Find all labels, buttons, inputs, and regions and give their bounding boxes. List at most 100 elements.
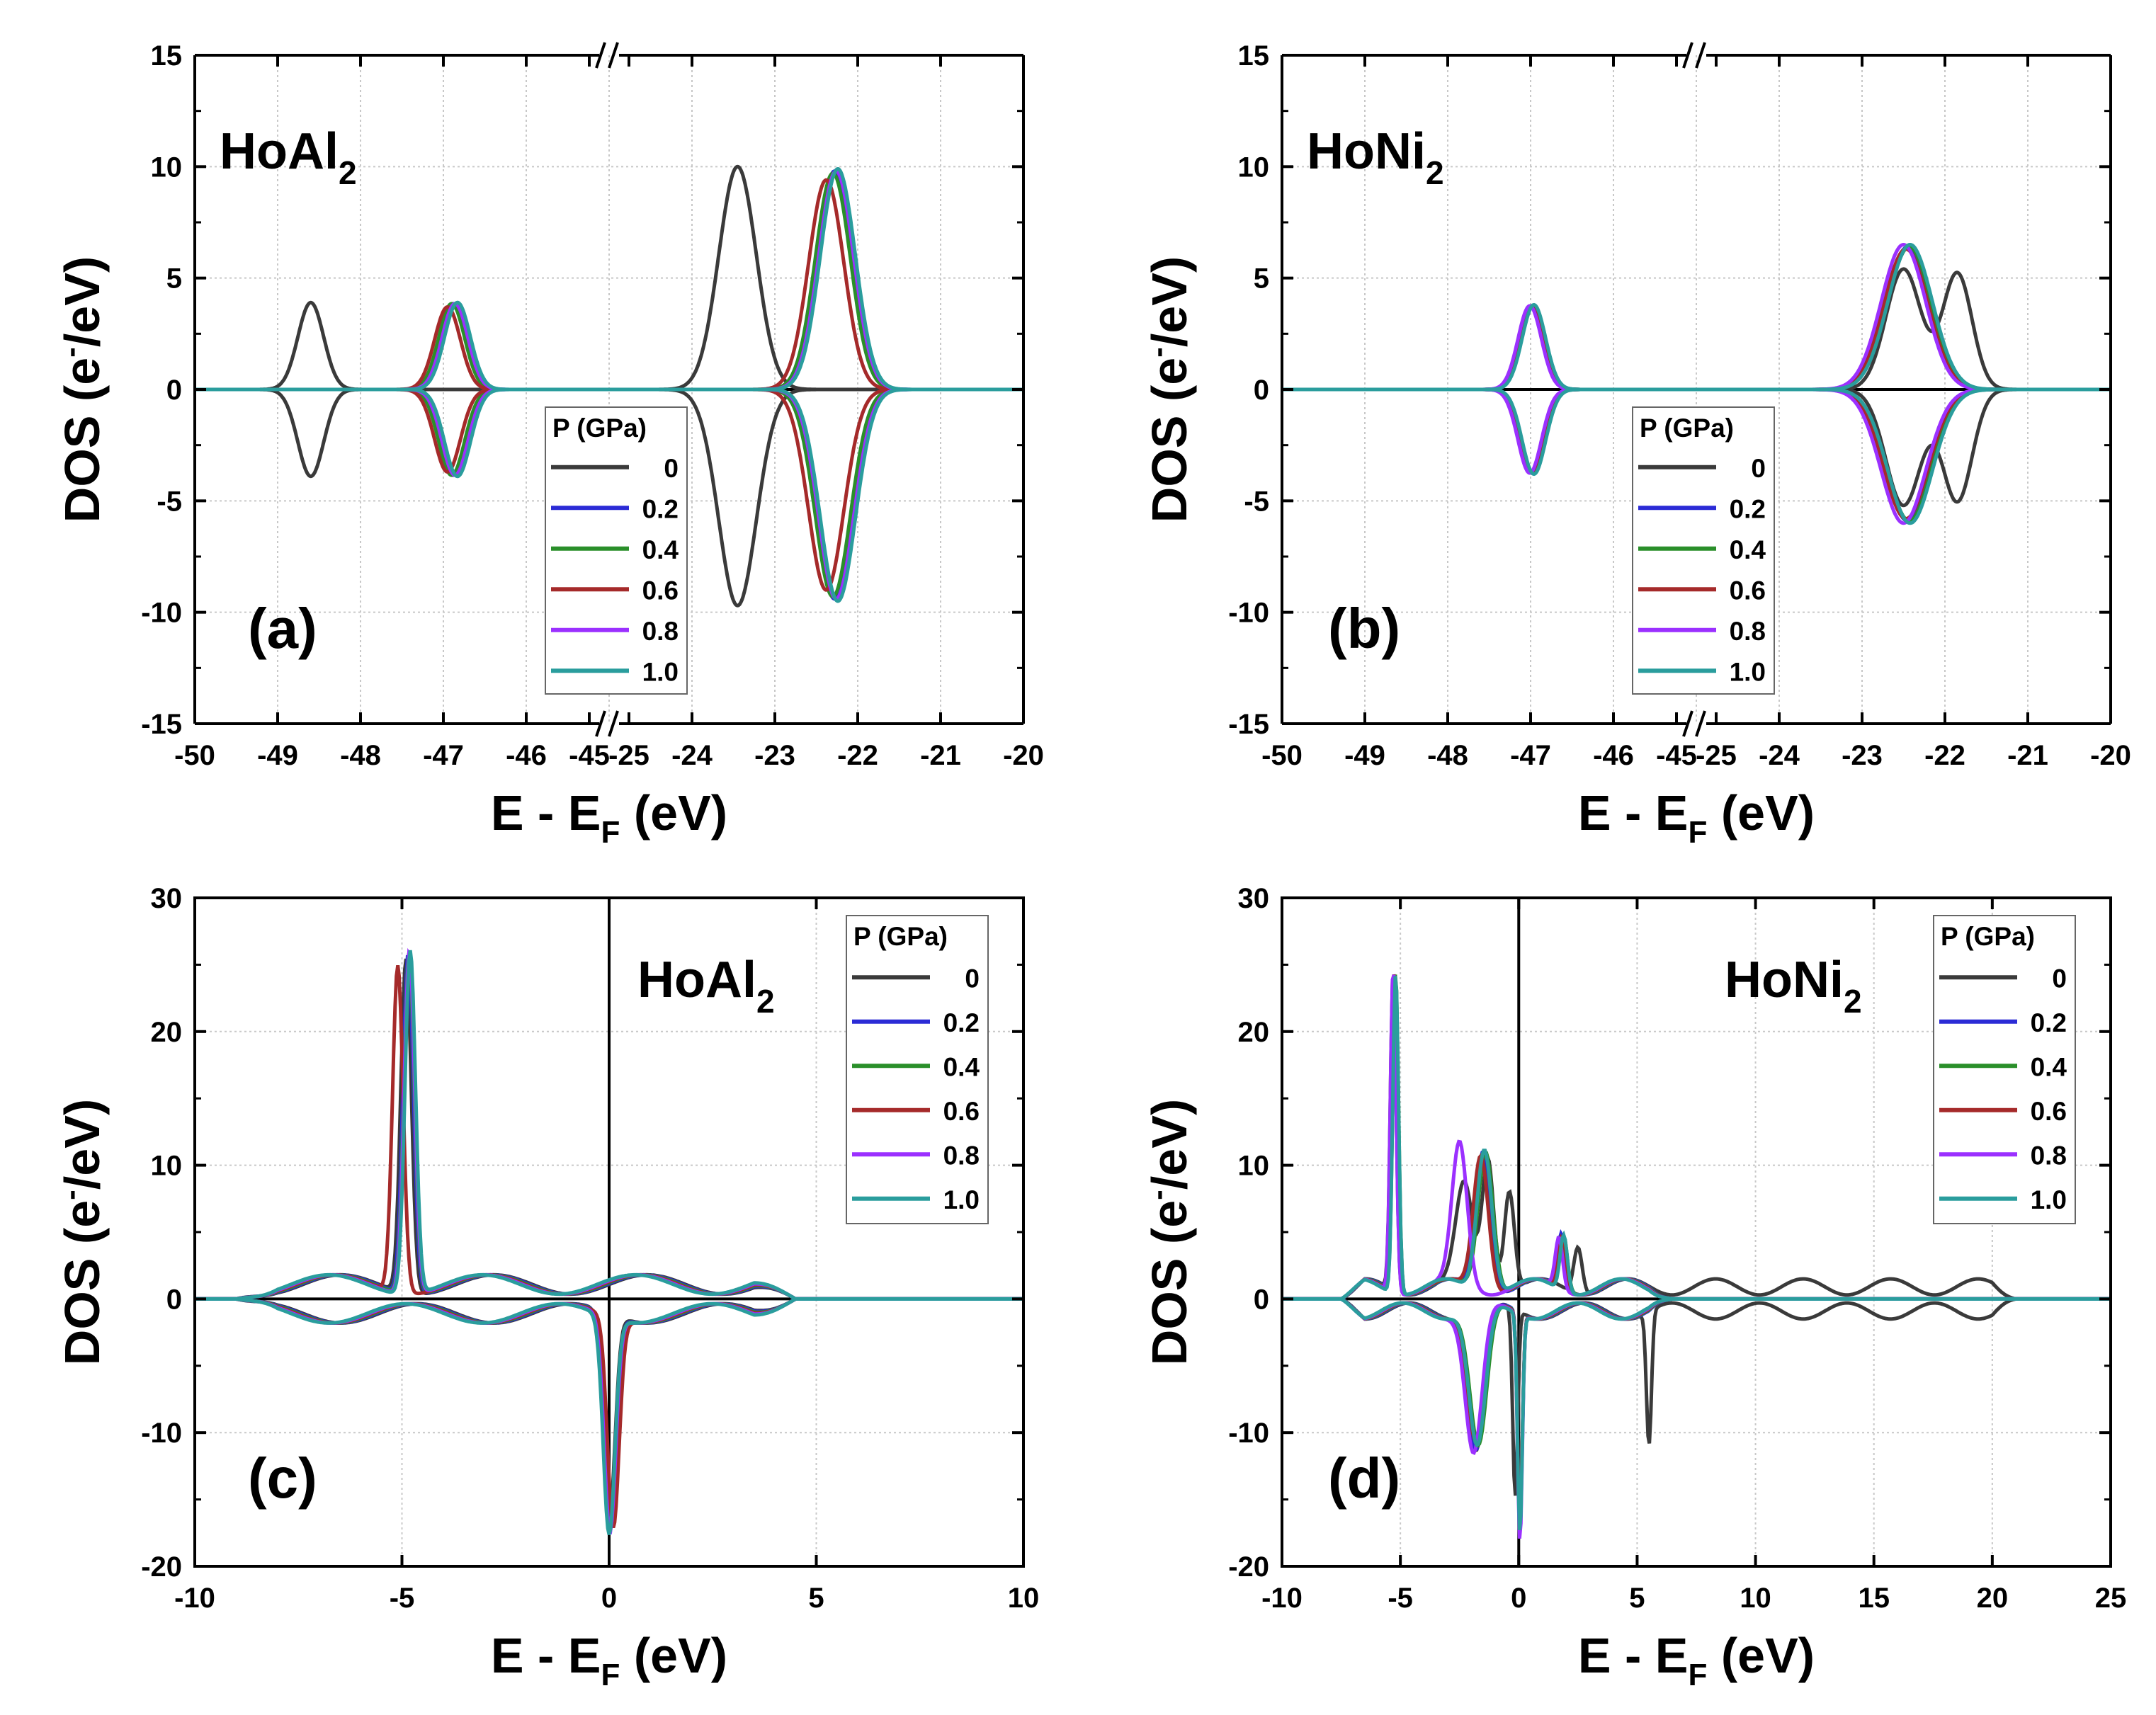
- legend-entry-0.4: 0.4: [642, 535, 679, 564]
- legend-box: [1933, 915, 2076, 1224]
- y-axis-title-sup: -: [1140, 347, 1175, 358]
- legend-entry-0.4: 0.4: [2031, 1052, 2067, 1081]
- x-axis-title: E - EF (eV): [491, 785, 727, 850]
- x-tick-label: -48: [340, 740, 381, 771]
- x-axis-title-unit: (eV): [620, 785, 727, 841]
- y-tick-label: 20: [151, 1017, 183, 1048]
- legend-entry-0.6: 0.6: [943, 1097, 980, 1126]
- y-axis-title-main: DOS (e: [1142, 1200, 1197, 1365]
- x-tick-label: -45: [1656, 740, 1697, 771]
- x-tick-label: -24: [671, 740, 713, 771]
- y-axis-title-main: DOS (e: [55, 1200, 110, 1365]
- series-line-0.2-spin-up: [1282, 304, 1696, 392]
- y-tick-label: 5: [166, 263, 182, 295]
- y-tick-label: -15: [1228, 709, 1269, 740]
- x-tick-label: 10: [1740, 1583, 1771, 1614]
- series-line-0-spin-up: [1282, 304, 1696, 392]
- series-line-0.6-spin-up: [1282, 305, 1696, 392]
- y-tick-label: 10: [151, 152, 183, 183]
- x-tick-label: 5: [1629, 1583, 1645, 1614]
- series-line-1.0-spin-down: [1696, 387, 2111, 525]
- y-axis-title-main: DOS (e: [55, 358, 110, 523]
- x-tick-label: 0: [601, 1583, 617, 1614]
- y-tick-label: 30: [1238, 883, 1270, 914]
- series-line-0.2-spin-down: [1282, 1297, 2111, 1524]
- y-tick-label: 0: [166, 375, 182, 406]
- series-line-1.0-spin-down: [1282, 1297, 2111, 1531]
- y-axis-title-sup: -: [53, 347, 88, 358]
- y-axis-title: DOS (e-/eV): [1140, 256, 1197, 523]
- legend-entry-0: 0: [1751, 454, 1766, 483]
- series-line-0.4-spin-down: [1282, 1297, 2111, 1522]
- panel-label: (c): [248, 1447, 317, 1510]
- x-tick-label: -5: [1388, 1583, 1413, 1614]
- y-tick-label: 0: [1254, 375, 1269, 406]
- y-axis-title-main: DOS (e: [1142, 358, 1197, 523]
- series-curves: [195, 947, 1023, 1535]
- x-tick-label: -10: [1261, 1583, 1303, 1614]
- legend-entry-0.6: 0.6: [642, 576, 679, 605]
- series-line-0.8-spin-up: [195, 302, 609, 392]
- compound-label-sub: 2: [756, 983, 775, 1020]
- legend-entry-0.8: 0.8: [2031, 1141, 2067, 1170]
- axis-break-mark: [1695, 710, 1706, 737]
- compound-label-sub: 2: [339, 154, 357, 191]
- series-line-0.2-spin-up: [195, 302, 609, 392]
- x-axis-title-main: E - E: [491, 1628, 601, 1683]
- y-tick-label: 15: [151, 40, 183, 72]
- y-tick-label: -20: [1228, 1551, 1269, 1583]
- x-axis-ticks: -50 -49 -48 -47 -46 -45-25 -24 -23 -22 -21 -20: [174, 55, 1044, 771]
- y-axis-title-sup: -: [53, 1190, 88, 1200]
- x-tick-label: -24: [1759, 740, 1800, 771]
- x-tick-label: -50: [174, 740, 215, 771]
- y-axis-title: DOS (e-/eV): [53, 1099, 110, 1365]
- x-tick-label: -25: [1696, 740, 1737, 771]
- x-tick-label: -22: [1924, 740, 1965, 771]
- legend-entry-0.6: 0.6: [2031, 1097, 2067, 1126]
- series-line-1.0-spin-down: [195, 1297, 1023, 1535]
- legend-entry-0.6: 0.6: [1730, 576, 1766, 605]
- series-line-0.8-spin-up: [1282, 304, 1696, 392]
- x-axis-title: E - EF (eV): [1578, 1628, 1815, 1692]
- legend-title: P (GPa): [1640, 414, 1734, 443]
- y-tick-label: 0: [166, 1284, 182, 1315]
- y-tick-label: 20: [1238, 1017, 1270, 1048]
- compound-label-main: HoAl: [220, 123, 339, 180]
- x-axis-title-main: E - E: [1578, 785, 1689, 841]
- compound-label-main: HoNi: [1725, 952, 1844, 1008]
- y-axis-ticks: -15 -10 -5 0 5 10 15: [141, 40, 1023, 740]
- panel-label: (b): [1328, 597, 1400, 660]
- x-axis-title-sub: F: [1689, 1658, 1708, 1692]
- x-axis-ticks: -10 -5 0 5 10 15 20 25: [1261, 898, 2126, 1614]
- legend: P (GPa) 0 0.2 0.4 0.6 0.8 1.0: [1632, 406, 1775, 695]
- x-tick-label: -50: [1261, 740, 1303, 771]
- series-line-1.0-spin-down: [1282, 387, 1696, 477]
- x-tick-label: -20: [2090, 740, 2131, 771]
- y-tick-label: -5: [157, 486, 182, 517]
- legend-title: P (GPa): [552, 414, 647, 443]
- legend-entry-1.0: 1.0: [2031, 1185, 2067, 1214]
- y-axis-ticks: -15 -10 -5 0 5 10 15: [1228, 40, 2111, 740]
- legend-entry-0.2: 0.2: [2031, 1008, 2067, 1037]
- legend: P (GPa) 0 0.2 0.4 0.6 0.8 1.0: [1933, 915, 2076, 1224]
- series-line-1.0-spin-up: [195, 300, 609, 392]
- x-tick-label: -45: [569, 740, 610, 771]
- legend-title: P (GPa): [1941, 922, 2035, 951]
- legend-entry-0.2: 0.2: [943, 1008, 980, 1037]
- x-tick-label: -10: [174, 1583, 215, 1614]
- series-line-1.0-spin-down: [609, 387, 1023, 603]
- series-line-0.6-spin-down: [1282, 1297, 2111, 1519]
- series-line-1.0-spin-up: [1696, 243, 2111, 392]
- legend-entry-1.0: 1.0: [943, 1185, 980, 1214]
- series-line-1.0-spin-down: [195, 387, 609, 479]
- x-axis-title-sub: F: [1689, 815, 1708, 850]
- x-axis-title: E - EF (eV): [491, 1628, 727, 1692]
- y-axis-title: DOS (e-/eV): [53, 256, 110, 523]
- y-axis-title: DOS (e-/eV): [1140, 1099, 1197, 1365]
- series-curves: [1282, 974, 2111, 1539]
- panel-label: (a): [248, 597, 317, 660]
